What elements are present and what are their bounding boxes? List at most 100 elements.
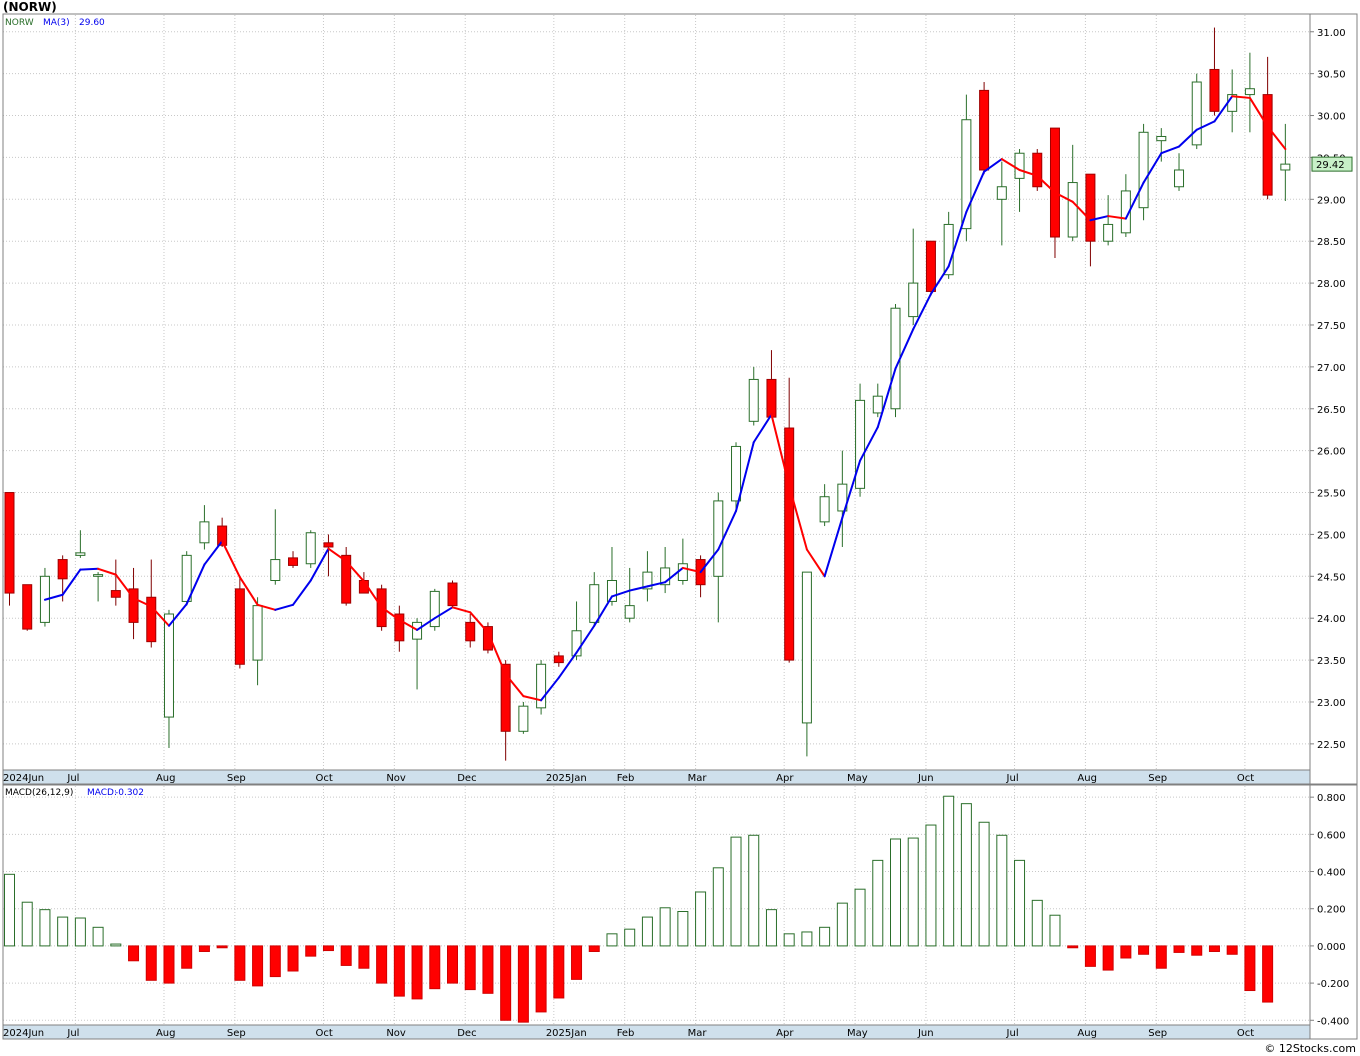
candle-body [1191,81,1202,146]
ma-segment [1089,215,1110,222]
candle-body [270,559,281,581]
macd-bar [836,902,848,947]
candle-body [872,395,883,414]
candle-body [819,496,830,523]
candle [181,551,192,606]
candle [1067,144,1078,242]
candle [1032,149,1043,191]
macd-x-label: Dec [457,1028,476,1039]
macd-bar [925,824,937,947]
candle-body [482,626,493,651]
macd-x-label: Sep [227,1028,246,1039]
ma-segment [752,413,773,444]
candle-body [341,554,352,604]
candle [819,484,830,527]
candle [163,609,174,749]
ma-segment [309,547,330,582]
candle-body [110,590,121,598]
macd-x-labels: 2024Jun Jul Aug Sep Oct Nov Dec 2025Jan Feb Mar Ap… [3,1028,1254,1039]
candle [110,559,121,606]
price-panel: 22.50 23.00 23.50 24.00 24.50 25.00 25.50 26.00… [2,13,1358,785]
last-price-value: 29.42 [1316,160,1345,171]
candle-body [908,282,919,318]
candle-body [447,582,458,607]
macd-bar [1120,945,1132,959]
candle-body [1138,131,1149,209]
macd-bar [517,945,529,1023]
macd-bar [624,928,636,947]
ma-segment [398,618,419,631]
candle [1103,195,1114,246]
ma-segment [1213,95,1234,123]
ma-segment [1107,215,1127,220]
candle [979,82,990,175]
macd-bar [74,917,86,947]
candle [748,366,759,426]
macd-bar [1155,945,1167,969]
ma-segment [221,540,241,579]
ma-segment [664,566,684,584]
macd-bar [1226,945,1238,955]
macd-bar [393,945,405,997]
ma-segment [1000,158,1021,171]
macd-bar [996,834,1008,947]
candle-body [234,588,245,665]
price-x-label: Oct [315,773,332,784]
ma-segment [292,579,312,606]
macd-x-label: May [847,1028,868,1039]
price-tick-label: 23.00 [1317,698,1346,709]
macd-bar [145,945,157,981]
ma-segment [841,459,862,519]
price-candles [4,27,1291,761]
macd-tick-label: -0.400 [1317,1016,1349,1027]
candle-body [93,574,104,577]
ma-segment [699,548,720,574]
price-x-label: Mar [688,773,708,784]
candle [908,228,919,325]
macd-x-label: 2024Jun [3,1028,44,1039]
ma-segment [983,158,1003,173]
candle-body [925,240,936,292]
ma-segment [167,602,188,627]
series-label: NORW [5,18,34,28]
macd-bar [358,945,370,969]
macd-x-label: Mar [688,1028,708,1039]
price-x-labels: 2024Jun Jul Aug Sep Oct Nov Dec 2025Jan Feb Mar Ap… [3,773,1254,784]
candle-body [837,483,848,512]
price-y-axis [1309,13,1358,785]
candle-body [1244,88,1255,96]
ma-segment [1124,181,1145,220]
macd-bar [252,945,264,987]
candle [642,551,653,602]
candle [305,530,316,568]
macd-bar [978,821,990,947]
price-x-axis-band [2,769,1311,785]
ma-segment [805,548,826,578]
macd-bar [322,945,334,952]
candle-body [961,119,972,230]
candle [270,509,281,585]
candle-body [146,596,157,643]
candle [22,584,33,631]
ma-segment [947,210,968,268]
ma-segment [416,617,436,631]
candle-body [1014,152,1025,179]
ma-label: MA(3) [43,18,70,28]
price-tick-label: 23.50 [1317,656,1346,667]
ma-segment [1178,128,1198,148]
price-x-label: 2024Jun [3,773,44,784]
macd-bar [712,867,724,947]
candle [1120,174,1131,238]
ma-segment [1142,152,1163,184]
candle-body [163,613,174,718]
candle-body [57,559,68,580]
ma-segment [327,547,348,563]
macd-bar [535,945,547,1013]
macd-bar [429,945,441,990]
candle-body [1156,135,1167,142]
candle [1262,56,1273,200]
ma-segment [132,597,153,608]
macd-bar [1102,945,1114,971]
macd-bar [819,926,831,947]
ma-segment [97,567,117,576]
